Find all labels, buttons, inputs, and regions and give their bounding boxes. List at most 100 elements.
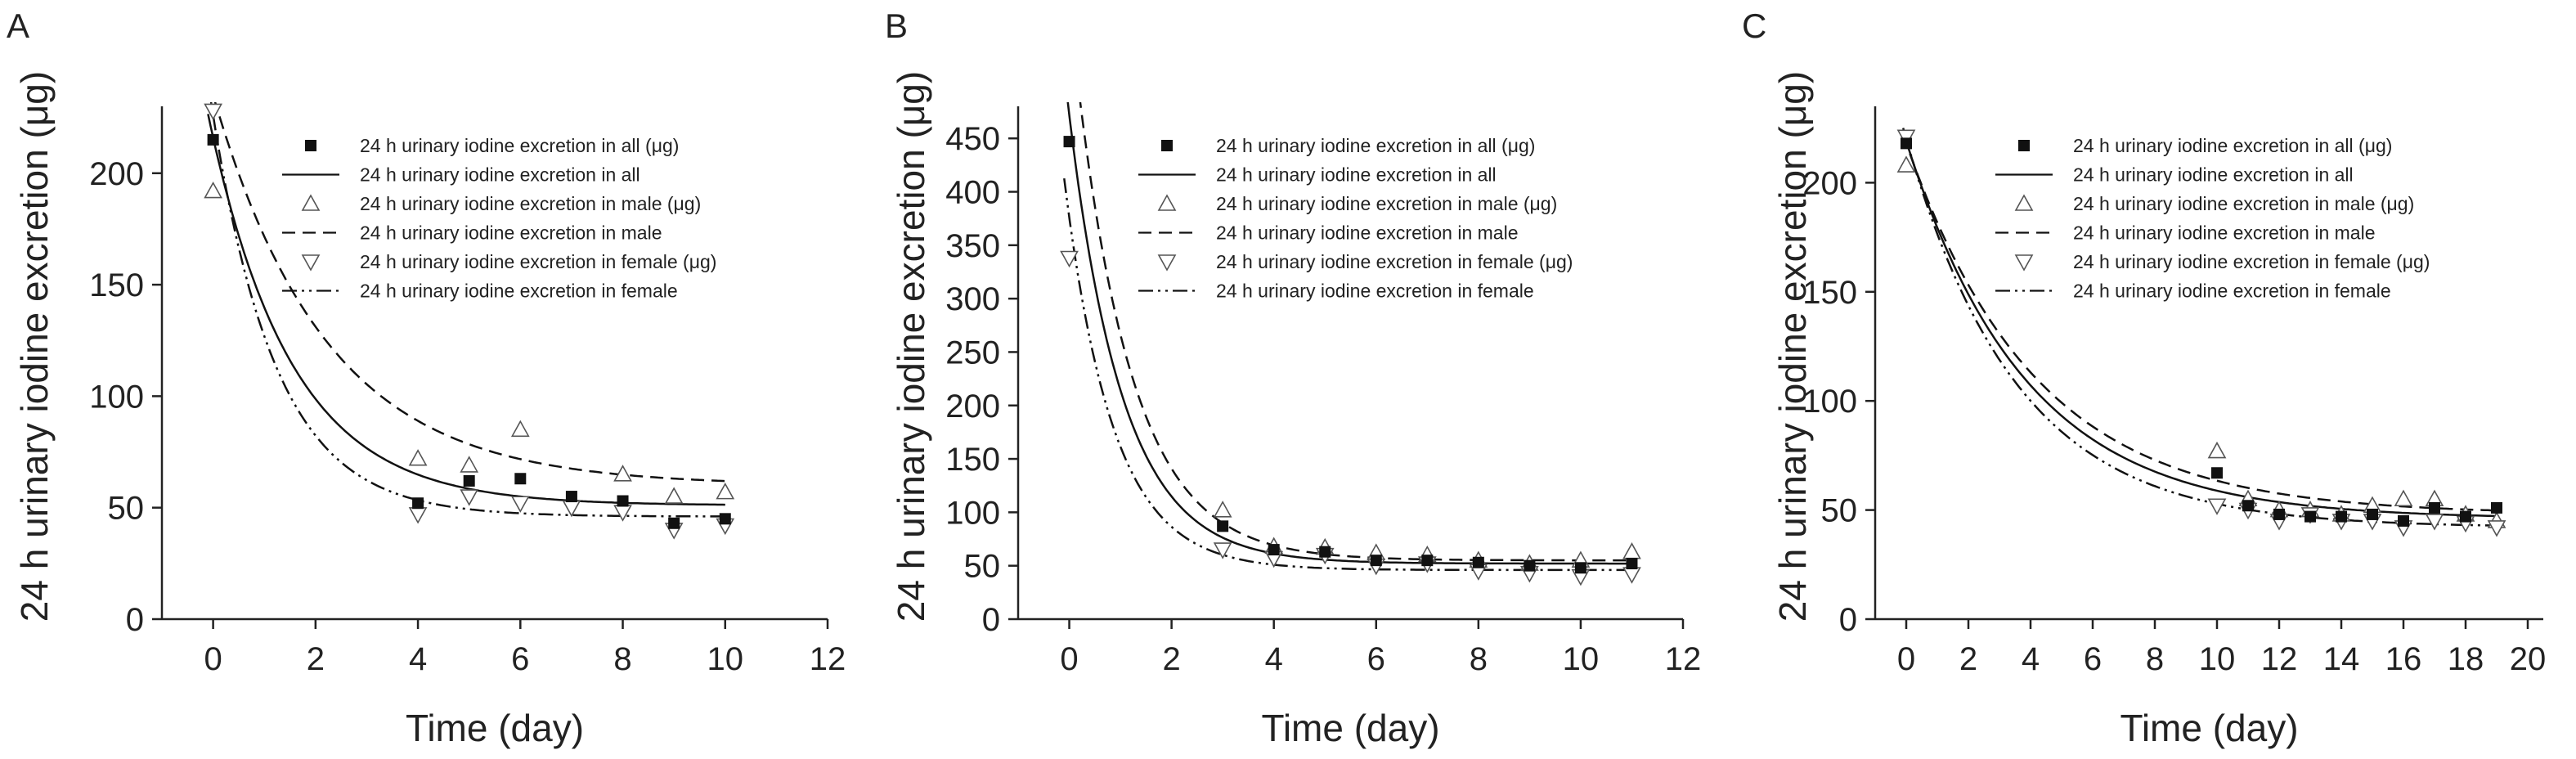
panel-a-y-axis-title: 24 h urinary iodine excretion (μg): [13, 71, 56, 622]
panel-b-legend-marker-square: [1161, 140, 1173, 151]
panel-b-y-tick-label: 50: [964, 549, 1001, 585]
panel-c-legend-marker-triangle-down: [2014, 254, 2034, 272]
panel-b-legend-label: 24 h urinary iodine excretion in female …: [1216, 251, 1573, 272]
panel-b-y-tick-label: 450: [945, 121, 1000, 157]
panel-c-point-square: [2398, 514, 2409, 527]
panel-c-point-square: [2491, 501, 2502, 514]
panel-b-y-tick-label: 200: [945, 388, 1000, 424]
panel-b-legend-entry: 24 h urinary iodine excretion in all (μg…: [1161, 135, 1535, 156]
panel-c-legend-entry: 24 h urinary iodine excretion in female …: [2014, 251, 2430, 272]
panel-a-point-square: [719, 513, 731, 525]
panel-a-legend-entry: 24 h urinary iodine excretion in male: [282, 222, 662, 244]
panel-a-x-tick-label: 6: [511, 641, 529, 677]
panel-a-point-square: [617, 495, 629, 507]
panel-c-point-square: [2460, 510, 2471, 523]
panel-a-point-triangle-up: [510, 420, 530, 438]
panel-b-legend-label: 24 h urinary iodine excretion in female: [1216, 281, 1534, 302]
panel-c-y-tick-label: 0: [1839, 602, 1857, 638]
panel-a-legend-label: 24 h urinary iodine excretion in all (μg…: [360, 135, 679, 156]
panel-a-point-square: [565, 491, 577, 503]
panel-b-point-square: [1268, 544, 1280, 556]
panel-a-x-tick-label: 2: [307, 641, 325, 677]
panel-c-x-tick-label: 8: [2146, 641, 2164, 677]
panel-a-legend-marker-square: [305, 140, 316, 151]
panel-c-x-tick-label: 2: [1959, 641, 1977, 677]
panel-b-point-square: [1319, 546, 1331, 558]
panel-c-point-triangle-up: [2207, 441, 2227, 459]
panel-b-legend-label: 24 h urinary iodine excretion in male: [1216, 222, 1518, 244]
panel-b-point-square: [1626, 558, 1638, 570]
panel-c-x-tick-label: 18: [2448, 641, 2484, 677]
panel-b-curve-dashed: [1079, 102, 1632, 562]
panel-b-point-triangle-down: [1213, 542, 1232, 559]
panel-b-x-tick-label: 4: [1265, 641, 1283, 677]
panel-a-point-triangle-up: [716, 482, 735, 500]
panel-a-point-triangle-up: [408, 449, 428, 466]
panel-b-point-triangle-up: [1622, 542, 1641, 559]
panel-b-legend-label: 24 h urinary iodine excretion in all: [1216, 164, 1497, 186]
panel-b-x-tick-label: 0: [1060, 641, 1078, 677]
panel-a-curve-solid: [207, 114, 725, 506]
panel-c-point-triangle-down: [2425, 514, 2444, 531]
panel-c-legend-label: 24 h urinary iodine excretion in male: [2073, 222, 2375, 244]
panel-a-point-triangle-down: [408, 507, 428, 524]
panel-c-legend-label: 24 h urinary iodine excretion in female …: [2073, 251, 2430, 272]
panel-c-x-tick-label: 20: [2510, 641, 2547, 677]
panel-a-x-tick-label: 4: [409, 641, 427, 677]
panel-b-legend-label: 24 h urinary iodine excretion in male (μ…: [1216, 193, 1557, 214]
panel-c-point-triangle-up: [2394, 489, 2413, 507]
panel-a-y-tick-label: 200: [89, 156, 144, 192]
panel-a-point-square: [463, 474, 475, 487]
panel-c-x-tick-label: 0: [1897, 641, 1915, 677]
panel-b-y-tick-label: 100: [945, 495, 1000, 531]
panel-b-y-tick-label: 150: [945, 442, 1000, 478]
panel-a-point-triangle-down: [613, 505, 632, 522]
panel-b-legend-marker-triangle-up: [1157, 194, 1177, 211]
panel-c-legend-marker-square: [2018, 140, 2030, 151]
panel-c-point-triangle-down: [1896, 129, 1916, 147]
panel-c-curve-dashed: [1902, 133, 2497, 512]
panel-b-point-square: [1574, 562, 1586, 574]
panel-b-legend-marker-triangle-down: [1157, 254, 1177, 272]
panel-a-y-tick-label: 150: [89, 267, 144, 303]
panel-a-point-triangle-up: [460, 456, 479, 473]
panel-b-point-triangle-up: [1213, 501, 1232, 518]
panel-a-legend-entry: 24 h urinary iodine excretion in all (μg…: [305, 135, 679, 156]
panel-c-y-tick-label: 200: [1802, 165, 1857, 201]
panel-a-legend-entry: 24 h urinary iodine excretion in all: [282, 164, 640, 186]
panel-a-point-triangle-down: [460, 489, 479, 506]
panel-b-y-tick-label: 400: [945, 175, 1000, 211]
panel-b-point-square: [1524, 559, 1536, 572]
panel-c-point-square: [2336, 510, 2347, 523]
panel-b-legend-entry: 24 h urinary iodine excretion in male (μ…: [1157, 193, 1557, 214]
panel-a-x-tick-label: 0: [204, 641, 222, 677]
panel-c-y-axis-title: 24 h urinary iodine excretion (μg): [1771, 71, 1814, 622]
panel-a-point-triangle-down: [510, 496, 530, 513]
panel-a-y-tick-label: 100: [89, 379, 144, 415]
panel-a-x-tick-label: 8: [613, 641, 631, 677]
panel-a-legend-entry: 24 h urinary iodine excretion in male (μ…: [301, 193, 701, 214]
panel-a-legend-marker-triangle-down: [301, 254, 321, 272]
panel-c-point-triangle-up: [1896, 155, 1916, 173]
panel-b-point-square: [1370, 555, 1382, 567]
panel-c-point-square: [2211, 467, 2223, 479]
panel-a: A 0 50 100 150 200 0 2 4 6 8 10 12 Time (day) 24 h uri…: [7, 7, 846, 749]
panel-c-label: C: [1742, 7, 1766, 45]
panel-c-legend-entry: 24 h urinary iodine excretion in male (μ…: [2014, 193, 2414, 214]
panel-c-point-square: [2304, 510, 2316, 523]
panel-c-legend-entry: 24 h urinary iodine excretion in all (μg…: [2018, 135, 2392, 156]
panel-b: B 0 50 100 150 200 250 300 350 400 450 0 2 4 6 8 10 12 Tim…: [885, 7, 1701, 749]
panel-a-x-axis-title: Time (day): [406, 707, 584, 749]
panel-b-x-tick-label: 2: [1162, 641, 1180, 677]
panel-c-point-square: [2429, 501, 2440, 514]
panel-c-legend-label: 24 h urinary iodine excretion in all (μg…: [2073, 135, 2392, 156]
panel-a-point-triangle-up: [613, 465, 632, 482]
panel-b-legend-entry: 24 h urinary iodine excretion in all: [1138, 164, 1497, 186]
panel-c-point-square: [1901, 137, 1912, 150]
panel-c-y-tick-label: 50: [1821, 493, 1858, 529]
panel-b-point-square: [1063, 136, 1075, 148]
panel-c-legend-label: 24 h urinary iodine excretion in male (μ…: [2073, 193, 2414, 214]
panel-b-y-tick-label: 350: [945, 228, 1000, 264]
panel-c-point-triangle-down: [2207, 498, 2227, 515]
panel-c-point-square: [2242, 500, 2254, 512]
